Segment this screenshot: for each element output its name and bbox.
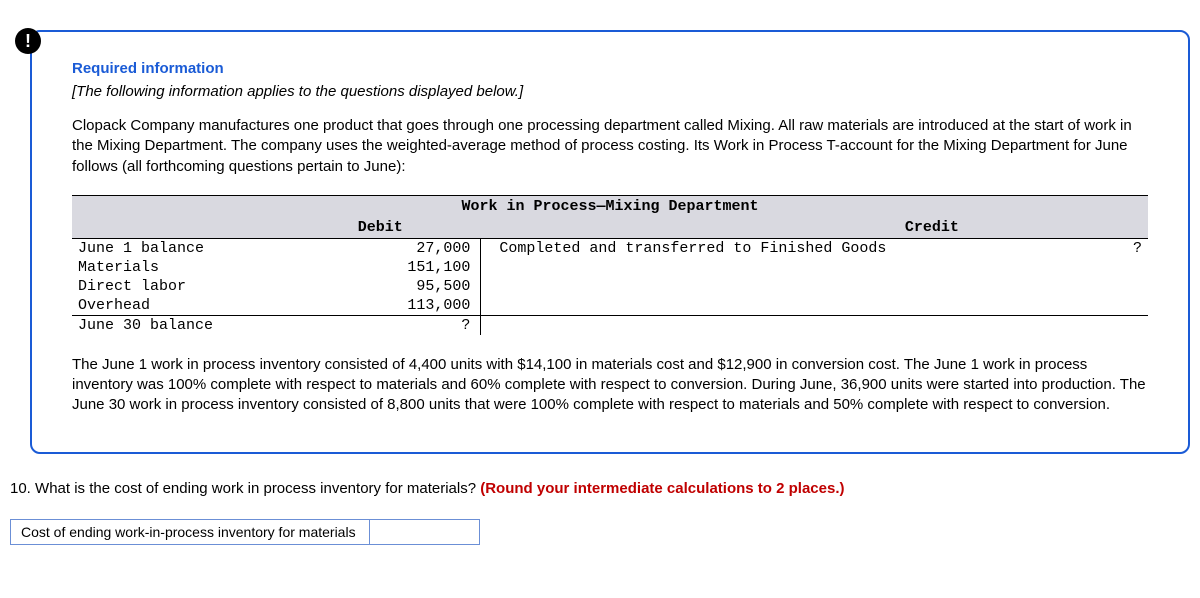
debit-value: 113,000	[352, 296, 481, 316]
t-account-table: Work in Process—Mixing Department Debit …	[72, 195, 1148, 335]
balance-value: ?	[352, 315, 481, 335]
answer-input[interactable]	[370, 519, 480, 545]
required-info-panel: Required information [The following info…	[30, 30, 1190, 454]
required-heading: Required information	[72, 60, 1148, 77]
table-row: Materials 151,100	[72, 258, 1148, 277]
t-account-title: Work in Process—Mixing Department	[72, 195, 1148, 217]
debit-label: Materials	[72, 258, 352, 277]
intro-paragraph: Clopack Company manufactures one product…	[72, 116, 1148, 177]
credit-label: Completed and transferred to Finished Go…	[481, 238, 1019, 258]
applies-note: [The following information applies to th…	[72, 83, 1148, 100]
question-line: 10. What is the cost of ending work in p…	[10, 480, 1200, 497]
debit-label: June 1 balance	[72, 238, 352, 258]
credit-header: Credit	[481, 217, 1019, 239]
answer-label: Cost of ending work-in-process inventory…	[10, 519, 370, 545]
table-row: June 1 balance 27,000 Completed and tran…	[72, 238, 1148, 258]
debit-value: 151,100	[352, 258, 481, 277]
table-row: Direct labor 95,500	[72, 277, 1148, 296]
debit-value: 27,000	[352, 238, 481, 258]
table-row: Overhead 113,000	[72, 296, 1148, 316]
trailing-paragraph: The June 1 work in process inventory con…	[72, 355, 1148, 416]
credit-value: ?	[1019, 238, 1148, 258]
table-row: June 30 balance ?	[72, 315, 1148, 335]
debit-header: Debit	[352, 217, 481, 239]
alert-icon: !	[15, 28, 41, 54]
question-hint: (Round your intermediate calculations to…	[480, 480, 844, 497]
balance-label: June 30 balance	[72, 315, 352, 335]
question-text: What is the cost of ending work in proce…	[35, 480, 480, 497]
debit-label: Overhead	[72, 296, 352, 316]
question-number: 10.	[10, 480, 31, 497]
answer-row: Cost of ending work-in-process inventory…	[10, 519, 1200, 545]
debit-label: Direct labor	[72, 277, 352, 296]
debit-value: 95,500	[352, 277, 481, 296]
